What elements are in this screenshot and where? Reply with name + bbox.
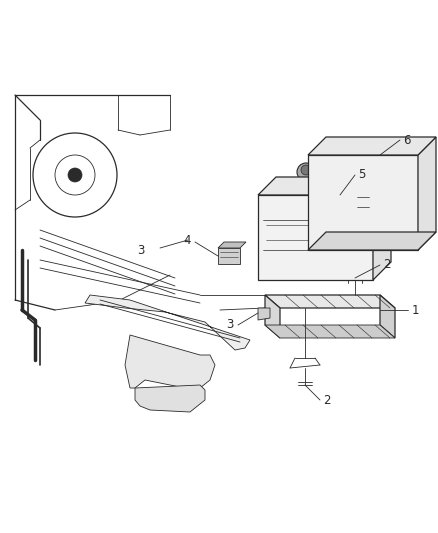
- Text: 5: 5: [358, 168, 365, 182]
- Text: 6: 6: [403, 133, 410, 147]
- Text: 3: 3: [138, 244, 145, 256]
- Polygon shape: [135, 385, 205, 412]
- Polygon shape: [85, 295, 250, 350]
- Polygon shape: [308, 137, 436, 155]
- Circle shape: [68, 168, 82, 182]
- Polygon shape: [418, 137, 436, 250]
- Polygon shape: [380, 295, 395, 338]
- Polygon shape: [265, 295, 395, 308]
- Circle shape: [301, 165, 311, 175]
- Bar: [316, 163, 410, 242]
- Polygon shape: [265, 325, 395, 338]
- Polygon shape: [258, 308, 270, 320]
- Text: 4: 4: [184, 233, 191, 246]
- Circle shape: [346, 165, 356, 175]
- Text: 3: 3: [226, 319, 234, 332]
- Polygon shape: [258, 177, 391, 195]
- Polygon shape: [218, 242, 246, 248]
- Text: 2: 2: [383, 259, 391, 271]
- Polygon shape: [125, 335, 215, 390]
- Polygon shape: [373, 177, 391, 280]
- Polygon shape: [308, 155, 418, 250]
- Polygon shape: [218, 248, 240, 264]
- Circle shape: [342, 163, 360, 181]
- Text: 2: 2: [323, 393, 331, 407]
- Polygon shape: [258, 195, 373, 280]
- Polygon shape: [265, 295, 280, 338]
- Polygon shape: [308, 232, 436, 250]
- Circle shape: [297, 163, 315, 181]
- Text: 1: 1: [412, 303, 420, 317]
